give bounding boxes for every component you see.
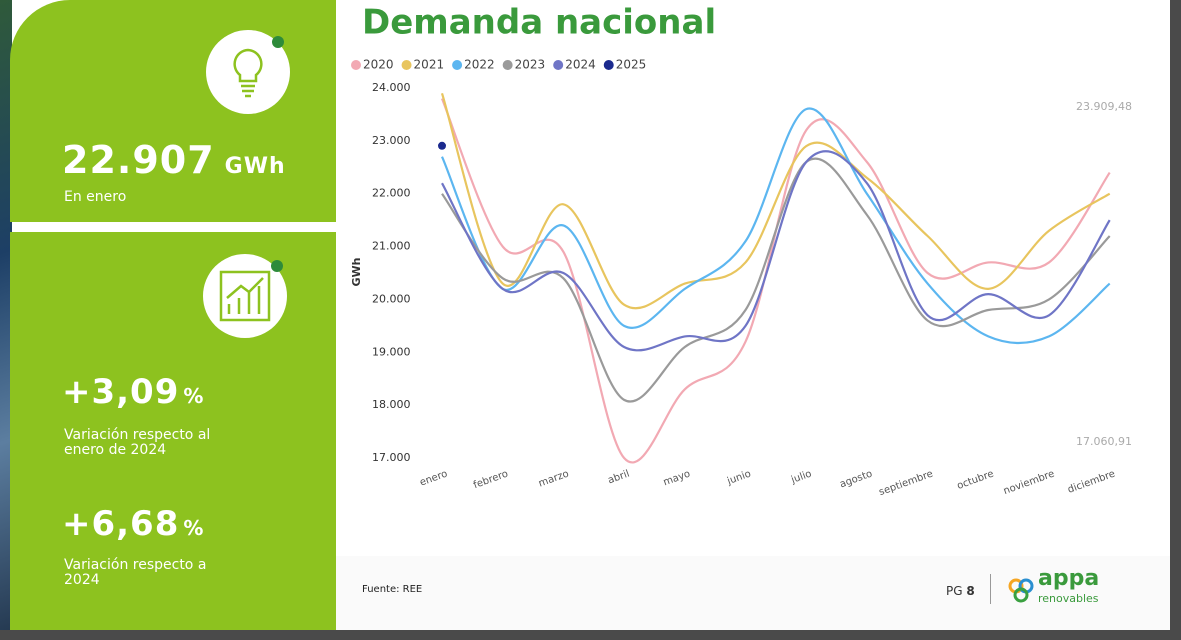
legend-swatch xyxy=(452,60,463,70)
kpi-caption: Variación respecto al enero de 2024 xyxy=(64,427,211,458)
y-tick-label: 23.000 xyxy=(372,134,411,147)
series-line xyxy=(440,98,1111,464)
page-number: 8 xyxy=(966,584,975,598)
series-line xyxy=(441,150,1111,352)
x-tick-label: mayo xyxy=(662,468,692,488)
footer: Fuente: REE PG 8 appa renovables xyxy=(336,556,1170,630)
kpi-card: 22.907 GWh En enero xyxy=(10,0,336,222)
series-point xyxy=(438,141,446,150)
kpi-unit: GWh xyxy=(224,154,286,179)
x-tick-label: septiembre xyxy=(878,468,935,498)
x-tick-label: enero xyxy=(418,468,449,488)
kpi-number: 22.907 xyxy=(62,138,215,182)
bulb-icon xyxy=(206,30,290,114)
y-tick-label: 18.000 xyxy=(372,398,411,411)
chart: Demanda nacional GWh 23.909,48 17.060,91… xyxy=(350,3,1132,499)
x-tick-label: abril xyxy=(607,468,632,486)
logo-subtext: renovables xyxy=(1038,592,1099,605)
legend-label: 2020 xyxy=(363,58,394,72)
x-tick-label: julio xyxy=(789,468,813,486)
x-tick-label: febrero xyxy=(472,468,510,491)
kpi-unit: % xyxy=(183,384,205,408)
page-indicator: PG 8 xyxy=(946,584,975,598)
legend-swatch xyxy=(401,60,412,70)
page-label: PG xyxy=(946,584,963,598)
x-tick-label: junio xyxy=(725,468,753,487)
legend-label: 2023 xyxy=(515,58,546,72)
x-tick-label: marzo xyxy=(537,468,570,489)
kpi-value: 22.907 GWh xyxy=(62,138,286,182)
legend-label: 2024 xyxy=(565,58,596,72)
kpi-caption: Variación respecto a 2024 xyxy=(64,557,207,588)
legend-swatch xyxy=(502,60,513,70)
chart-title: Demanda nacional xyxy=(362,3,716,43)
y-tick-label: 24.000 xyxy=(372,81,411,94)
y-axis-label: GWh xyxy=(350,258,363,287)
kpi-value: +6,68% xyxy=(62,504,204,544)
kpi-card: +3,09% Variación respecto al enero de 20… xyxy=(10,232,336,630)
series-line xyxy=(441,107,1111,345)
min-annotation: 17.060,91 xyxy=(1076,435,1132,448)
kpi-unit: % xyxy=(183,516,205,540)
background-photo xyxy=(0,0,12,630)
divider xyxy=(990,574,991,604)
y-tick-label: 22.000 xyxy=(372,187,411,200)
y-tick-label: 21.000 xyxy=(372,240,411,253)
kpi-number: +3,09 xyxy=(62,372,180,412)
slide: 22.907 GWh En enero +3,09% Variación resp… xyxy=(0,0,1170,630)
logo-text: appa xyxy=(1038,566,1100,591)
kpi-value: +3,09% xyxy=(62,372,204,412)
y-tick-label: 20.000 xyxy=(372,292,411,305)
legend-swatch xyxy=(351,60,361,70)
x-tick-label: diciembre xyxy=(1066,468,1116,495)
max-annotation: 23.909,48 xyxy=(1076,100,1132,113)
x-tick-label: noviembre xyxy=(1002,468,1056,497)
growth xyxy=(219,260,283,322)
legend-label: 2021 xyxy=(414,58,445,72)
y-tick-label: 19.000 xyxy=(372,345,411,358)
source: Fuente: REE xyxy=(362,584,423,595)
bulb xyxy=(233,36,284,98)
chart-panel: Demanda nacional GWh 23.909,48 17.060,91… xyxy=(336,0,1156,556)
logo-mark xyxy=(1008,578,1034,603)
series-line xyxy=(441,157,1111,403)
legend-swatch xyxy=(603,60,614,70)
legend-label: 2022 xyxy=(464,58,495,72)
legend-label: 2025 xyxy=(616,58,647,72)
kpi-number: +6,68 xyxy=(62,504,180,544)
series-line xyxy=(440,92,1111,310)
x-tick-label: agosto xyxy=(838,468,874,490)
kpi-caption: En enero xyxy=(64,189,127,205)
x-tick-label: octubre xyxy=(956,468,996,491)
y-tick-label: 17.000 xyxy=(372,451,411,464)
legend-swatch xyxy=(553,60,564,70)
growth-icon xyxy=(203,254,287,338)
